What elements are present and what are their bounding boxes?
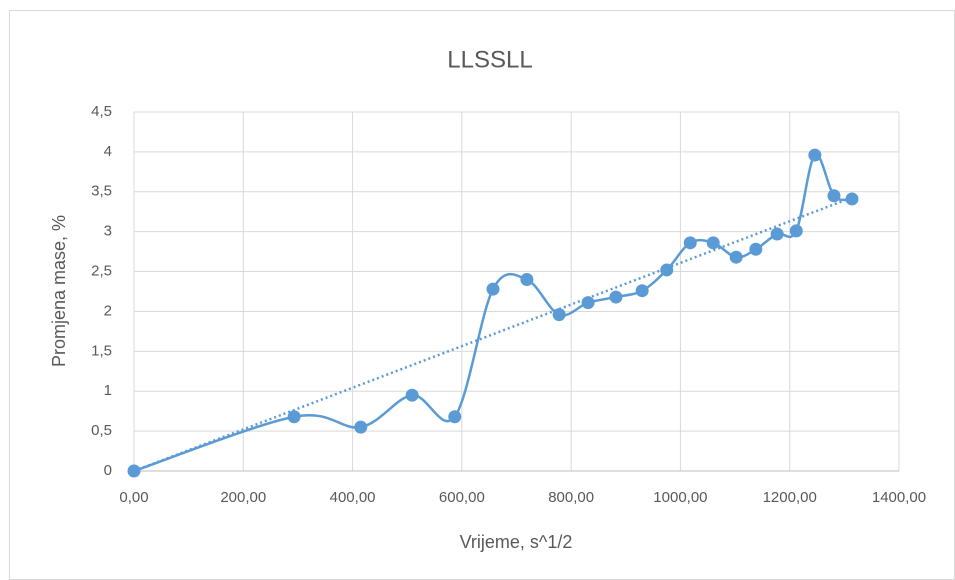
x-tick-label: 0,00: [119, 489, 148, 506]
series-line: [133, 153, 853, 473]
x-tick-label: 1000,00: [653, 489, 707, 506]
data-point: [706, 236, 720, 250]
y-axis-title: Promjena mase, %: [49, 215, 69, 367]
data-point: [552, 308, 566, 322]
x-tick-label: 600,00: [439, 489, 485, 506]
y-tick-label: 3: [104, 223, 112, 240]
data-point: [448, 410, 462, 424]
data-point: [770, 227, 784, 241]
x-tick-label: 400,00: [330, 489, 376, 506]
data-point: [354, 420, 368, 434]
x-tick-label: 800,00: [548, 489, 594, 506]
y-tick-label: 0,5: [91, 422, 112, 439]
data-point: [845, 192, 859, 206]
data-point: [729, 250, 743, 264]
data-point: [520, 273, 534, 287]
x-tick-label: 1200,00: [763, 489, 817, 506]
data-point: [486, 282, 500, 296]
data-point: [660, 263, 674, 277]
data-point: [683, 236, 697, 250]
data-point: [827, 189, 841, 203]
y-tick-label: 2,5: [91, 263, 112, 280]
x-tick-label: 200,00: [220, 489, 266, 506]
y-tick-label: 1: [104, 382, 112, 399]
chart-border: [9, 10, 955, 580]
data-point: [609, 290, 623, 304]
y-tick-label: 4,5: [91, 103, 112, 120]
y-tick-label: 3,5: [91, 183, 112, 200]
data-point: [635, 284, 649, 298]
data-point: [581, 296, 595, 310]
data-point: [789, 224, 803, 238]
x-axis-title: Vrijeme, s^1/2: [460, 532, 573, 552]
chart-title: LLSSLL: [447, 46, 532, 73]
data-point: [808, 148, 822, 162]
data-point: [287, 410, 301, 424]
x-tick-label: 1400,00: [872, 489, 926, 506]
y-tick-label: 0: [104, 462, 112, 479]
y-tick-label: 1,5: [91, 342, 112, 359]
data-point: [749, 242, 763, 256]
y-tick-label: 2: [104, 302, 112, 319]
y-tick-label: 4: [104, 143, 112, 160]
data-point: [405, 388, 419, 402]
trendline: [133, 196, 853, 473]
data-point: [127, 464, 141, 478]
